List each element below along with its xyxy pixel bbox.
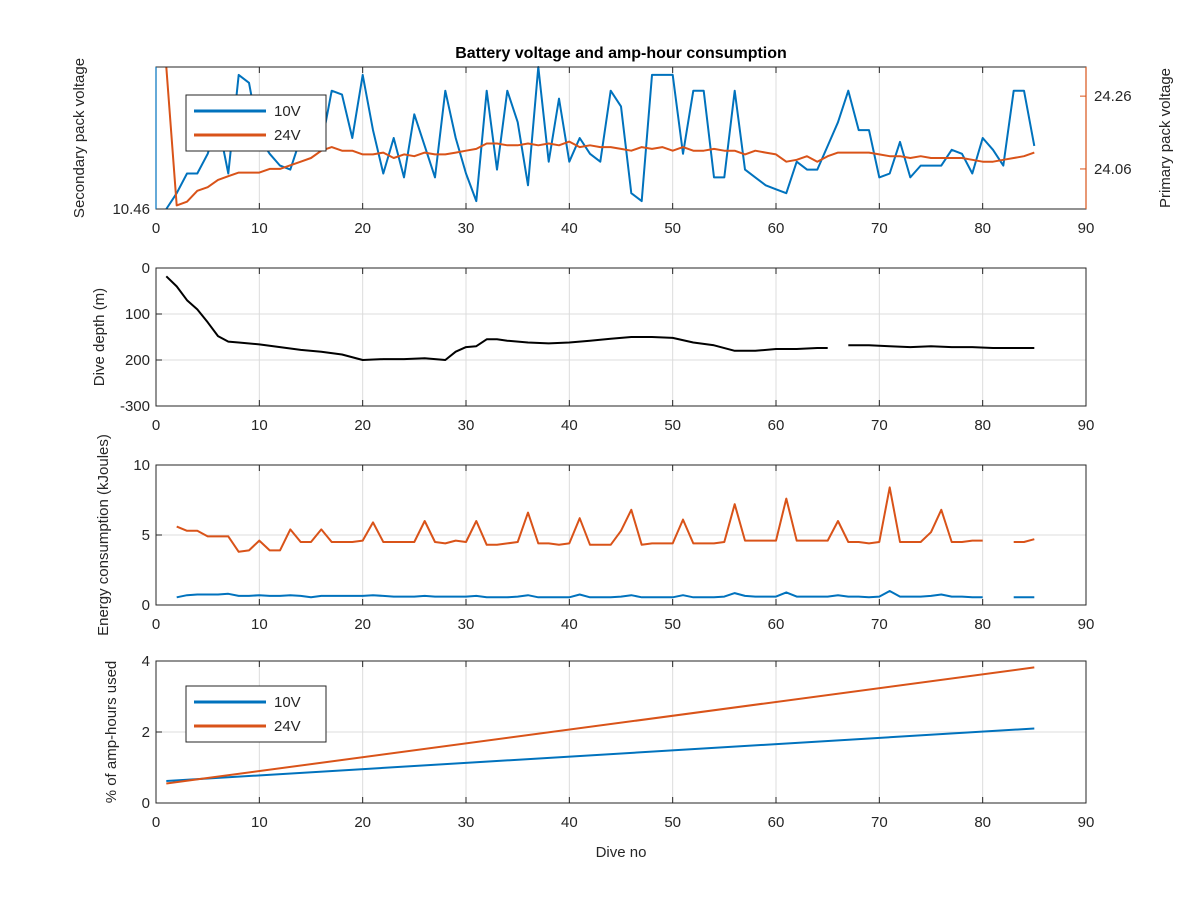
x-tick-label: 10 <box>251 616 268 633</box>
y-axis-label: Energy consumption (kJoules) <box>95 434 112 636</box>
axes-box <box>155 267 1087 407</box>
x-tick-label: 10 <box>251 814 268 831</box>
y-tick-label: 2 <box>142 724 150 741</box>
x-tick-label: 60 <box>768 616 785 633</box>
x-tick-label: 20 <box>354 220 371 237</box>
series-line-10v <box>166 727 1035 782</box>
legend-box <box>185 685 327 743</box>
y-tick-label: 10.46 <box>112 201 150 218</box>
x-tick-label: 70 <box>871 814 888 831</box>
y2-axis-label: Primary pack voltage <box>1157 68 1174 208</box>
legend-label-10v: 10V <box>274 694 301 711</box>
y2-tick-label: 24.26 <box>1094 88 1132 105</box>
legend-box <box>185 94 327 152</box>
x-tick-label: 30 <box>458 220 475 237</box>
x-tick-label: 40 <box>561 616 578 633</box>
y-tick-label: 200 <box>125 352 150 369</box>
x-tick-label: 40 <box>561 814 578 831</box>
x-tick-label: 50 <box>664 814 681 831</box>
x-tick-label: 90 <box>1078 220 1095 237</box>
x-tick-label: 10 <box>251 417 268 434</box>
y-tick-label: 5 <box>142 527 150 544</box>
x-tick-label: 40 <box>561 220 578 237</box>
axes-box <box>155 464 1087 606</box>
x-tick-label: 10 <box>251 220 268 237</box>
x-tick-label: 80 <box>974 417 991 434</box>
x-tick-label: 50 <box>664 220 681 237</box>
axes-box <box>155 660 1087 804</box>
x-tick-label: 0 <box>152 814 160 831</box>
x-tick-label: 70 <box>871 616 888 633</box>
x-tick-label: 30 <box>458 616 475 633</box>
x-tick-label: 70 <box>871 417 888 434</box>
x-tick-label: 60 <box>768 417 785 434</box>
x-tick-label: 60 <box>768 220 785 237</box>
y-axis-label: % of amp-hours used <box>103 661 120 804</box>
x-tick-label: 80 <box>974 220 991 237</box>
x-tick-label: 0 <box>152 417 160 434</box>
series-line-series-0 <box>176 486 1035 553</box>
x-tick-label: 20 <box>354 616 371 633</box>
legend-label-10v: 10V <box>274 103 301 120</box>
y-tick-label: 0 <box>142 795 150 812</box>
y-tick-label: 0 <box>142 597 150 614</box>
x-tick-label: 80 <box>974 814 991 831</box>
x-tick-label: 0 <box>152 616 160 633</box>
x-tick-label: 40 <box>561 417 578 434</box>
legend-label-24v: 24V <box>274 127 301 144</box>
y2-tick-label: 24.06 <box>1094 161 1132 178</box>
x-tick-label: 70 <box>871 220 888 237</box>
series-line-24v <box>166 666 1035 785</box>
y-tick-label: 100 <box>125 306 150 323</box>
x-tick-label: 60 <box>768 814 785 831</box>
x-tick-label: 90 <box>1078 616 1095 633</box>
series-line-series-0 <box>165 275 1035 361</box>
x-tick-label: 0 <box>152 220 160 237</box>
x-tick-label: 90 <box>1078 417 1095 434</box>
series-line-series-1 <box>176 590 1035 599</box>
chart-title: Battery voltage and amp-hour consumption <box>455 45 787 62</box>
x-tick-label: 50 <box>664 616 681 633</box>
y-tick-label: 0 <box>142 260 150 277</box>
x-tick-label: 30 <box>458 417 475 434</box>
series-line-24v <box>165 66 1035 207</box>
y-axis-label: Secondary pack voltage <box>71 58 88 218</box>
y-tick-label: 10 <box>133 457 150 474</box>
x-tick-label: 90 <box>1078 814 1095 831</box>
x-tick-label: 30 <box>458 814 475 831</box>
x-tick-label: 20 <box>354 417 371 434</box>
legend-label-24v: 24V <box>274 718 301 735</box>
x-tick-label: 20 <box>354 814 371 831</box>
y-tick-label: 4 <box>142 653 150 670</box>
y-axis-label: Dive depth (m) <box>91 288 108 386</box>
x-tick-label: 50 <box>664 417 681 434</box>
x-axis-label: Dive no <box>596 844 647 861</box>
y-tick-label: -300 <box>120 398 150 415</box>
x-tick-label: 80 <box>974 616 991 633</box>
